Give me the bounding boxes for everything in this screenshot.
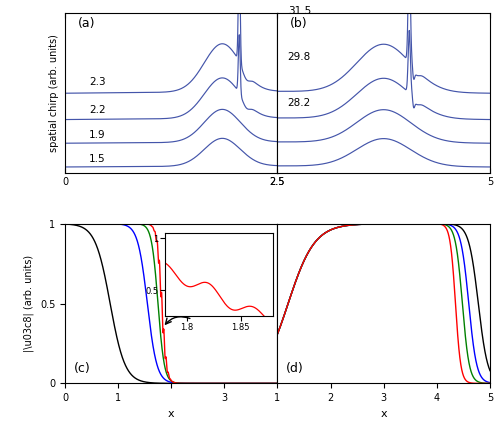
Text: 28.2: 28.2 bbox=[288, 98, 311, 108]
Text: (c): (c) bbox=[74, 362, 90, 375]
Y-axis label: spatial chirp (arb. units): spatial chirp (arb. units) bbox=[50, 34, 59, 152]
X-axis label: x: x bbox=[380, 409, 387, 419]
Text: 2.2: 2.2 bbox=[89, 105, 106, 115]
Text: 31.5: 31.5 bbox=[288, 6, 311, 16]
X-axis label: x: x bbox=[168, 409, 174, 419]
Text: (d): (d) bbox=[286, 362, 304, 375]
Text: 2.3: 2.3 bbox=[89, 77, 106, 87]
Text: 1.9: 1.9 bbox=[89, 130, 106, 140]
Text: 1.5: 1.5 bbox=[89, 154, 106, 164]
Text: 29.8: 29.8 bbox=[288, 52, 311, 62]
Y-axis label: |\u03c8| (arb. units): |\u03c8| (arb. units) bbox=[24, 255, 34, 352]
Text: (b): (b) bbox=[290, 17, 308, 30]
Text: (a): (a) bbox=[78, 17, 95, 30]
